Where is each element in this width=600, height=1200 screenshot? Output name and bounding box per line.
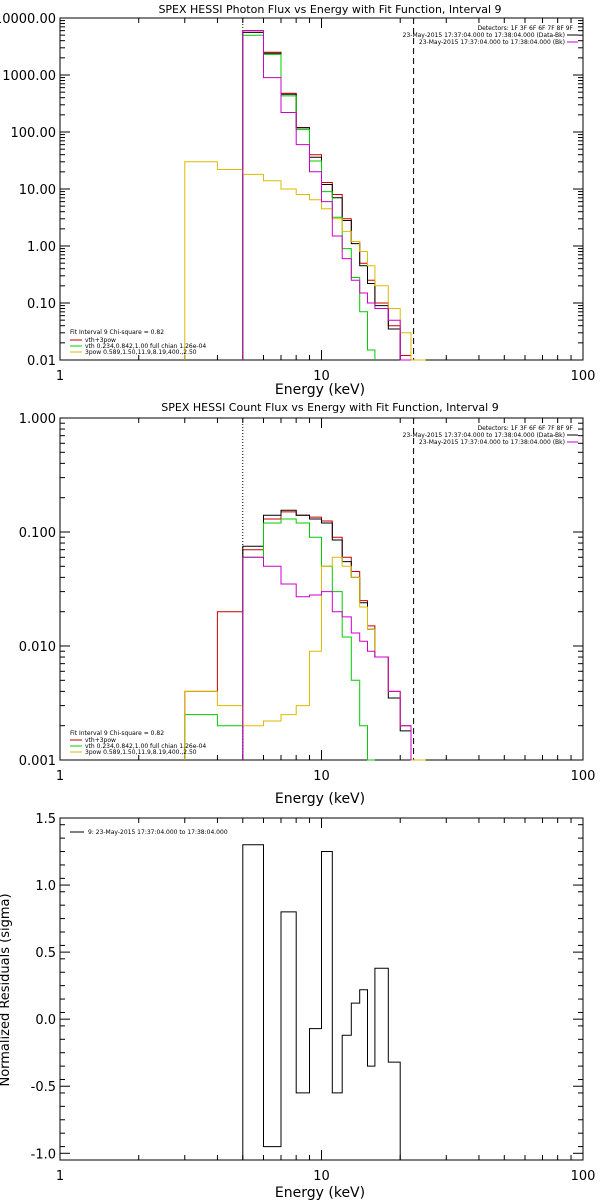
- legend-line: vth+3pow: [85, 337, 116, 344]
- count-flux-xlabel: Energy (keV): [275, 791, 365, 807]
- y-tick-label: 0.100: [19, 526, 56, 541]
- series-vth: [242, 34, 376, 360]
- x-tick-label: 1: [56, 369, 64, 384]
- legend-line: Fit Interval 9 Chi-square = 0.82: [70, 730, 164, 737]
- legend-line: 23-May-2015 17:37:04.000 to 17:38:04.000…: [419, 39, 565, 46]
- residuals-series: [242, 844, 414, 1161]
- legend-line: vth 0.234,0.842,1.00 full chian 1.26e-04: [85, 343, 206, 350]
- x-tick-label: 10: [313, 769, 330, 784]
- count-flux-ticks: 1 10 100 0.001 0.010 0.100 1.000: [19, 412, 596, 784]
- legend-line: 9: 23-May-2015 17:37:04.000 to 17:38:04.…: [88, 829, 228, 836]
- y-tick-label: 1.0: [35, 879, 56, 894]
- y-tick-label: 10.00: [19, 183, 56, 198]
- count-flux-title: SPEX HESSI Count Flux vs Energy with Fit…: [161, 401, 498, 414]
- y-tick-label: 0.5: [35, 946, 56, 961]
- series-9-23-may-2015-17-37-04-000-to-17-38-04-000: [242, 844, 414, 1161]
- legend-line: 23-May-2015 17:37:04.000 to 17:38:04.000…: [403, 32, 565, 39]
- y-tick-label: 10000.00: [0, 12, 56, 27]
- photon-flux-series: [184, 18, 426, 361]
- count-flux-panel: SPEX HESSI Count Flux vs Energy with Fit…: [19, 401, 596, 807]
- y-tick-label: 1.000: [19, 412, 56, 427]
- y-tick-label: 0.10: [27, 297, 56, 312]
- x-tick-label: 10: [313, 1169, 330, 1184]
- residuals-ylabel: Normalized Residuals (sigma): [0, 893, 13, 1086]
- y-tick-label: 0.001: [19, 754, 56, 769]
- series-bk: [242, 556, 412, 760]
- photon-flux-xlabel: Energy (keV): [275, 382, 365, 398]
- photon-flux-ticks: 1 10 100 0.01 0.10 1.00 10.00 100.00 1000.00 1000…: [0, 12, 595, 384]
- x-tick-label: 100: [571, 1169, 596, 1184]
- residuals-ticks: 1 10 100 -1.0 -0.5 0.0 0.5 1.0 1.5: [31, 812, 596, 1184]
- x-tick-label: 100: [571, 369, 596, 384]
- y-tick-label: 1000.00: [2, 69, 56, 84]
- photon-flux-title: SPEX HESSI Photon Flux vs Energy with Fi…: [158, 3, 501, 16]
- count-flux-series: [184, 418, 426, 761]
- y-tick-label: 100.00: [11, 126, 57, 141]
- legend-line: Detectors: 1F 3F 6F 6F 7F 8F 9F: [477, 25, 573, 32]
- count-flux-legend-top-right: Detectors: 1F 3F 6F 6F 7F 8F 9F 23-May-2…: [403, 425, 578, 446]
- count-flux-legend-bottom-left: Fit Interval 9 Chi-square = 0.82 vth+3po…: [70, 730, 206, 756]
- legend-line: 23-May-2015 17:37:04.000 to 17:38:04.000…: [419, 439, 565, 446]
- y-tick-label: -1.0: [31, 1147, 56, 1162]
- x-tick-label: 1: [56, 769, 64, 784]
- legend-line: 3pow 0.589,1.50,11.9,8.19,400.,2.50: [85, 749, 197, 756]
- residuals-xlabel: Energy (keV): [275, 1185, 365, 1200]
- legend-line: Detectors: 1F 3F 6F 6F 7F 8F 9F: [477, 425, 573, 432]
- photon-flux-legend-bottom-left: Fit Interval 9 Chi-square = 0.82 vth+3po…: [70, 329, 206, 356]
- photon-flux-panel: SPEX HESSI Photon Flux vs Energy with Fi…: [0, 3, 595, 398]
- legend-line: vth+3pow: [85, 737, 116, 744]
- y-tick-label: 0.01: [27, 354, 56, 369]
- legend-line: 3pow 0.589,1.50,11.9,8.19,400.,2.50: [85, 349, 197, 356]
- y-tick-label: 0.0: [35, 1013, 56, 1028]
- photon-flux-legend-top-right: Detectors: 1F 3F 6F 6F 7F 8F 9F 23-May-2…: [403, 25, 578, 46]
- x-tick-label: 1: [56, 1169, 64, 1184]
- legend-line: 23-May-2015 17:37:04.000 to 17:38:04.000…: [403, 432, 565, 439]
- y-tick-label: 1.00: [27, 240, 56, 255]
- x-tick-label: 10: [313, 369, 330, 384]
- y-tick-label: 1.5: [35, 812, 56, 827]
- series-bk: [242, 30, 411, 361]
- x-tick-label: 100: [571, 769, 596, 784]
- y-tick-label: 0.010: [19, 640, 56, 655]
- legend-line: Fit Interval 9 Chi-square = 0.82: [70, 329, 164, 336]
- legend-line: vth 0.234,0.842,1.00 full chian 1.26e-04: [85, 743, 206, 750]
- residuals-legend: 9: 23-May-2015 17:37:04.000 to 17:38:04.…: [70, 829, 228, 836]
- residuals-panel: 1 10 100-1.0-0.50.00.51.01.5 Energy (keV) …: [0, 812, 595, 1200]
- y-tick-label: -0.5: [31, 1080, 56, 1095]
